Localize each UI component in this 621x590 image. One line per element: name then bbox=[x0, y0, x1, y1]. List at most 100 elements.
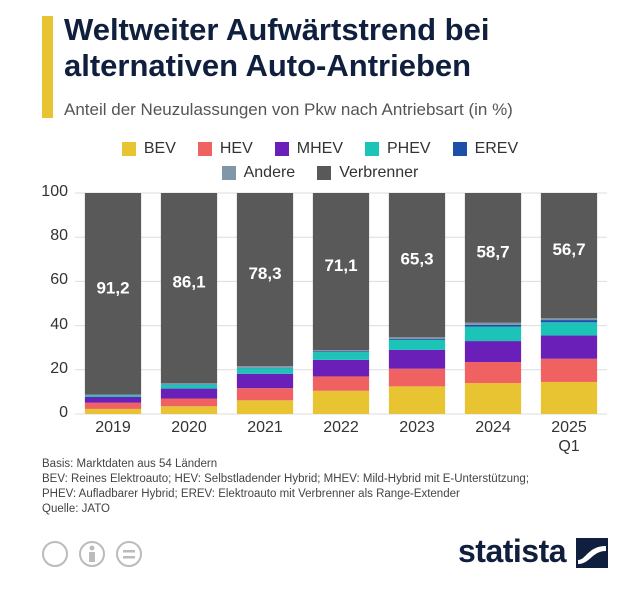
bar-segment bbox=[312, 376, 370, 391]
bar-segment bbox=[540, 381, 598, 414]
bar-segment bbox=[84, 394, 142, 396]
bar-segment bbox=[160, 406, 218, 414]
y-tick-label: 80 bbox=[50, 227, 68, 245]
data-label: 71,1 bbox=[324, 256, 357, 275]
bar-segment bbox=[540, 358, 598, 382]
bar-segment bbox=[464, 322, 522, 325]
legend-item: PHEV bbox=[365, 140, 431, 158]
bar-segment bbox=[160, 384, 218, 389]
bar-segment bbox=[312, 352, 370, 360]
bar-segment bbox=[84, 402, 142, 409]
logo-icon bbox=[576, 538, 608, 568]
bar-segment bbox=[84, 395, 142, 397]
legend-label: PHEV bbox=[387, 140, 431, 157]
bar-segment bbox=[388, 339, 446, 340]
legend-label: EREV bbox=[474, 140, 519, 157]
bar-segment bbox=[388, 386, 446, 414]
notes: Basis: Marktdaten aus 54 Ländern BEV: Rei… bbox=[42, 457, 529, 517]
bar-segment bbox=[160, 383, 218, 385]
note-line: Quelle: JATO bbox=[42, 503, 110, 515]
data-label: 91,2 bbox=[96, 278, 129, 297]
y-tick-label: 0 bbox=[59, 404, 68, 421]
bar-segment bbox=[540, 318, 598, 321]
data-label: 86,1 bbox=[172, 273, 205, 292]
bar-segment bbox=[388, 337, 446, 340]
y-tick-label: 40 bbox=[50, 315, 68, 333]
bar-segment bbox=[388, 339, 446, 350]
legend-swatch bbox=[197, 142, 212, 156]
legend-swatch bbox=[221, 166, 236, 180]
bar-segment bbox=[388, 193, 446, 338]
bar-segment bbox=[84, 408, 142, 414]
legend: BEV HEV MHEV PHEV EREV Andere Verbrenner bbox=[110, 140, 530, 182]
data-label: 56,7 bbox=[552, 240, 585, 259]
note-line: PHEV: Aufladbarer Hybrid; EREV: Elektroa… bbox=[42, 488, 460, 500]
y-tick-label: 100 bbox=[41, 183, 68, 200]
x-tick-label: 2024 bbox=[475, 419, 511, 436]
data-label: 78,3 bbox=[248, 264, 281, 283]
x-tick-label: 2022 bbox=[323, 419, 359, 436]
bar-segment bbox=[540, 320, 598, 323]
bar-segment bbox=[464, 193, 522, 323]
license-icons bbox=[42, 541, 142, 567]
bar-segment bbox=[236, 400, 294, 414]
data-label: 65,3 bbox=[400, 250, 433, 269]
bar-segment bbox=[464, 362, 522, 384]
bar-segment bbox=[236, 388, 294, 401]
legend-label: Andere bbox=[243, 164, 296, 181]
note-line: Basis: Marktdaten aus 54 Ländern bbox=[42, 458, 218, 470]
bar-segment bbox=[540, 193, 598, 319]
legend-label: Verbrenner bbox=[339, 164, 419, 181]
legend-item: Verbrenner bbox=[317, 164, 418, 182]
bar-segment bbox=[160, 398, 218, 407]
bar-segment bbox=[312, 390, 370, 414]
bar-segment bbox=[236, 193, 294, 367]
legend-item: MHEV bbox=[274, 140, 343, 158]
x-tick-label: 2025 Q1 bbox=[551, 419, 587, 455]
bar-segment bbox=[540, 322, 598, 336]
x-tick-label: 2021 bbox=[247, 419, 283, 436]
chart-title: Weltweiter Aufwärtstrend bei alternative… bbox=[64, 12, 490, 83]
x-tick-label: 2023 bbox=[399, 419, 435, 436]
bar-segment bbox=[160, 388, 218, 399]
accent-bar bbox=[42, 16, 53, 118]
legend-item: Andere bbox=[221, 164, 296, 182]
bar-segment bbox=[236, 373, 294, 389]
x-tick-label: 2020 bbox=[171, 419, 207, 436]
bar-segment bbox=[160, 193, 218, 384]
data-label: 58,7 bbox=[476, 242, 509, 261]
legend-item: EREV bbox=[452, 140, 519, 158]
legend-swatch bbox=[365, 142, 379, 156]
bar-segment bbox=[388, 349, 446, 369]
logo-text: statista bbox=[458, 533, 567, 569]
bar-segment bbox=[464, 326, 522, 342]
legend-swatch bbox=[274, 142, 289, 156]
bar-segment bbox=[464, 324, 522, 327]
y-tick-label: 20 bbox=[50, 359, 68, 377]
legend-swatch bbox=[452, 142, 467, 156]
legend-label: BEV bbox=[143, 140, 176, 157]
legend-label: MHEV bbox=[296, 140, 343, 157]
y-tick-label: 60 bbox=[50, 271, 68, 289]
chart-subtitle: Anteil der Neuzulassungen von Pkw nach A… bbox=[64, 100, 513, 119]
legend-item: HEV bbox=[197, 140, 253, 158]
legend-label: HEV bbox=[219, 140, 253, 157]
x-tick-label: 2019 bbox=[95, 419, 131, 436]
bar-segment bbox=[236, 368, 294, 374]
bar-segment bbox=[236, 366, 294, 368]
legend-item: BEV bbox=[121, 140, 176, 158]
legend-swatch bbox=[121, 142, 136, 156]
bar-segment bbox=[84, 396, 142, 403]
bar-segment bbox=[312, 350, 370, 352]
bar-segment bbox=[312, 193, 370, 351]
note-line: BEV: Reines Elektroauto; HEV: Selbstlade… bbox=[42, 473, 530, 485]
bar-segment bbox=[388, 368, 446, 387]
legend-swatch bbox=[317, 166, 332, 180]
bar-segment bbox=[540, 335, 598, 359]
bar-segment bbox=[312, 359, 370, 377]
bar-segment bbox=[312, 351, 370, 353]
bar-segment bbox=[464, 383, 522, 414]
bar-segment bbox=[464, 341, 522, 363]
